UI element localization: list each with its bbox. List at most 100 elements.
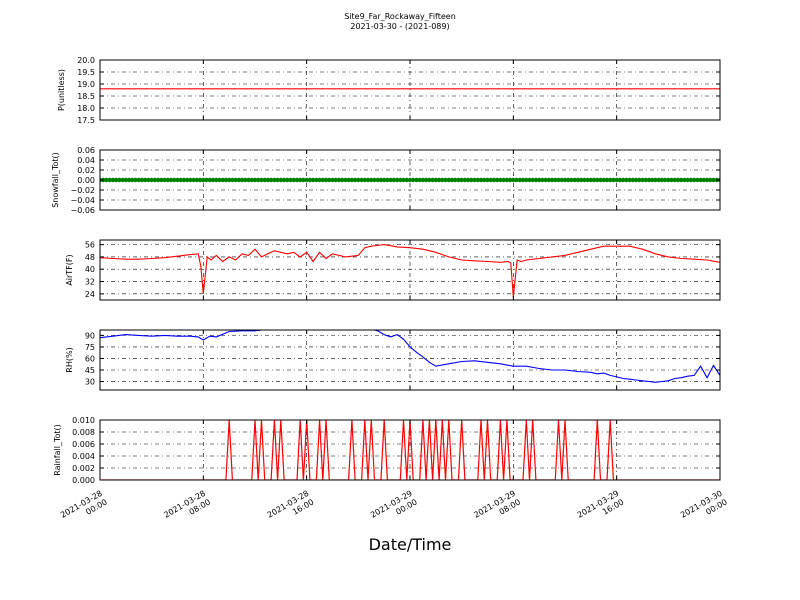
y-tick-label: 56	[85, 241, 95, 250]
data-point	[453, 177, 458, 183]
data-point	[207, 177, 212, 183]
y-tick-label: 19.0	[77, 80, 95, 89]
grid	[100, 240, 720, 300]
y-tick-label: 0.06	[77, 146, 95, 155]
grid	[100, 420, 720, 480]
y-tick-label: 0.008	[72, 428, 95, 437]
data-point	[485, 177, 490, 183]
data-point	[514, 177, 519, 183]
data-point	[278, 177, 284, 183]
data-point	[536, 177, 542, 183]
data-point	[130, 177, 135, 183]
data-point	[162, 177, 167, 183]
data-point	[582, 177, 587, 183]
y-tick-label: 0.000	[72, 476, 95, 485]
data-point	[556, 177, 561, 183]
data-point	[339, 177, 345, 183]
y-tick-label: 0.004	[72, 452, 95, 461]
data-point	[611, 177, 616, 183]
y-tick-label: 40	[85, 265, 95, 274]
data-point	[501, 177, 506, 183]
data-point	[646, 177, 652, 183]
data-point	[688, 177, 694, 183]
x-axis-label: Date/Time	[369, 535, 452, 554]
data-point	[617, 177, 623, 183]
panel-3: 90 75 60 45 30 RH(%)	[65, 329, 721, 391]
data-point	[704, 177, 710, 183]
data-point	[666, 177, 671, 183]
data-point	[136, 177, 141, 183]
data-point	[236, 177, 242, 183]
data-point	[123, 177, 129, 183]
data-point	[653, 177, 658, 183]
data-point	[385, 177, 390, 183]
data-point	[262, 177, 267, 183]
panel-2: 56 48 40 32 24 AirTF(F)	[65, 239, 721, 301]
data-point	[530, 177, 535, 183]
data-point	[559, 177, 564, 183]
data-point	[417, 177, 422, 183]
data-point	[459, 177, 464, 183]
data-point	[285, 177, 290, 183]
data-point	[656, 177, 661, 183]
data-point	[601, 177, 606, 183]
data-point	[708, 177, 713, 183]
data-point	[304, 177, 309, 183]
series-line	[100, 330, 720, 383]
data-point	[685, 177, 690, 183]
data-point	[356, 177, 361, 183]
data-point	[184, 177, 190, 183]
data-point	[401, 177, 406, 183]
data-point	[217, 177, 222, 183]
data-point	[562, 177, 568, 183]
data-point	[107, 177, 112, 183]
data-point	[675, 177, 681, 183]
data-point	[701, 177, 707, 183]
data-point	[223, 177, 229, 183]
data-point	[214, 177, 219, 183]
data-point	[288, 177, 293, 183]
data-point	[578, 177, 584, 183]
data-point	[372, 177, 377, 183]
data-point	[630, 177, 636, 183]
y-tick-label: 60	[85, 354, 95, 363]
data-point	[414, 177, 419, 183]
data-point	[598, 177, 603, 183]
data-point	[191, 177, 196, 183]
data-point	[669, 177, 674, 183]
series-group	[100, 177, 720, 183]
data-point	[246, 177, 251, 183]
data-point	[230, 177, 235, 183]
data-point	[640, 177, 645, 183]
data-point	[633, 177, 639, 183]
data-point	[504, 177, 510, 183]
data-point	[569, 177, 574, 183]
data-point	[546, 177, 552, 183]
data-point	[168, 177, 174, 183]
data-point	[637, 177, 642, 183]
data-point	[388, 177, 393, 183]
data-point	[443, 177, 448, 183]
data-point	[178, 177, 183, 183]
series-group	[100, 330, 720, 383]
data-point	[352, 177, 358, 183]
data-point	[511, 177, 516, 183]
data-point	[233, 177, 238, 183]
data-point	[268, 177, 274, 183]
data-point	[378, 177, 384, 183]
data-point	[330, 177, 335, 183]
series-group	[100, 420, 720, 480]
data-point	[165, 177, 171, 183]
data-point	[427, 177, 432, 183]
data-point	[411, 177, 416, 183]
y-tick-label: 0.04	[77, 156, 95, 165]
data-point	[375, 177, 380, 183]
data-point	[155, 177, 161, 183]
data-point	[336, 177, 342, 183]
data-point	[256, 177, 261, 183]
